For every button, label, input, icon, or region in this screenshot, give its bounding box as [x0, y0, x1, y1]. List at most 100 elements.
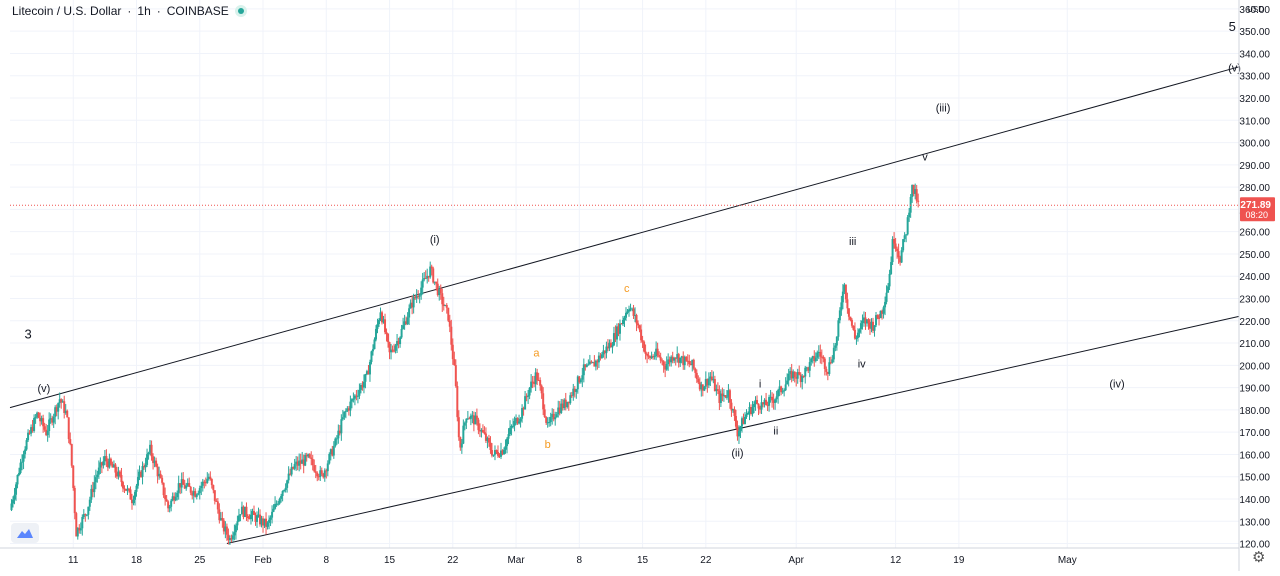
candle-body	[319, 470, 322, 477]
candle-body	[674, 357, 677, 359]
candle-body	[795, 377, 798, 379]
candle-body	[602, 350, 605, 355]
wave-label[interactable]: (v)	[1228, 62, 1241, 74]
candle-body	[647, 355, 650, 357]
wave-label[interactable]: (v)	[37, 383, 50, 395]
candle-body	[81, 517, 84, 529]
channel-trendline[interactable]	[9, 66, 1240, 409]
candle-body	[403, 321, 406, 326]
candle-body	[659, 356, 662, 361]
y-tick-label: 190.00	[1239, 384, 1270, 395]
candle-body	[640, 329, 643, 341]
candle-body	[30, 427, 33, 434]
candle-body	[548, 421, 551, 423]
settings-gear-icon[interactable]: ⚙	[1252, 549, 1266, 566]
candle-body	[796, 372, 799, 379]
wave-label[interactable]: v	[922, 151, 928, 163]
candle-body	[340, 419, 343, 434]
tradingview-logo-icon[interactable]	[11, 523, 39, 543]
candle-body	[527, 395, 530, 397]
candle-body	[411, 302, 414, 308]
wave-label[interactable]: a	[533, 347, 540, 359]
y-tick-label: 310.00	[1239, 116, 1270, 127]
candle-body	[762, 402, 765, 405]
candle-body	[736, 426, 739, 437]
candle-body	[882, 307, 885, 314]
candle-body	[756, 399, 759, 404]
candle-body	[415, 295, 418, 299]
candle-body	[31, 427, 34, 431]
interval-label[interactable]: 1h	[137, 4, 151, 18]
candle-body	[656, 348, 659, 356]
candle-body	[221, 518, 224, 521]
candle-body	[512, 425, 515, 427]
candle-body	[825, 368, 828, 372]
channel-trendline[interactable]	[226, 315, 1240, 545]
y-tick-label: 340.00	[1239, 49, 1270, 60]
candle-body	[689, 363, 692, 366]
candle-body	[352, 398, 355, 400]
wave-label[interactable]: ii	[773, 425, 778, 437]
candle-body	[311, 459, 314, 466]
candle-body	[82, 514, 85, 518]
candle-body	[775, 396, 778, 400]
y-tick-label: 360.00	[1239, 5, 1270, 16]
candle-body	[549, 417, 552, 422]
candle-body	[539, 380, 542, 386]
candle-body	[781, 391, 784, 393]
candle-body	[405, 321, 408, 325]
candle-body	[298, 460, 301, 466]
candle-body	[581, 375, 584, 380]
candle-body	[426, 275, 429, 279]
wave-label[interactable]: b	[545, 439, 551, 451]
candle-body	[278, 498, 281, 504]
candle-body	[653, 356, 656, 358]
candle-body	[16, 474, 19, 485]
candle-body	[861, 320, 864, 324]
candle-body	[634, 314, 637, 316]
candle-body	[740, 418, 743, 427]
candle-body	[621, 319, 624, 325]
candle-body	[575, 389, 578, 392]
wave-label[interactable]: (iii)	[936, 102, 951, 114]
candle-body	[427, 275, 430, 278]
candle-body	[299, 460, 302, 464]
wave-label[interactable]: (i)	[430, 234, 440, 246]
wave-label[interactable]: 5	[1229, 19, 1236, 34]
candle-body	[210, 479, 213, 486]
candle-body	[123, 488, 126, 490]
candle-body	[677, 354, 680, 363]
candle-body	[519, 418, 522, 422]
candle-body	[252, 511, 255, 515]
wave-label[interactable]: c	[624, 283, 630, 295]
wave-label[interactable]: 3	[24, 327, 31, 342]
candle-body	[765, 399, 768, 406]
candle-body	[475, 415, 478, 420]
candle-body	[209, 476, 212, 480]
candle-body	[216, 501, 219, 510]
candle-body	[320, 470, 323, 474]
wave-label[interactable]: iii	[849, 236, 856, 248]
candle-body	[219, 518, 222, 521]
candle-body	[686, 360, 689, 362]
symbol-name[interactable]: Litecoin / U.S. Dollar	[12, 4, 122, 18]
candle-body	[787, 373, 790, 381]
wave-label[interactable]: iv	[858, 359, 866, 371]
candle-body	[908, 212, 911, 218]
candle-body	[588, 361, 591, 365]
candle-body	[414, 296, 417, 299]
wave-label[interactable]: (ii)	[731, 448, 743, 460]
candle-body	[39, 417, 42, 422]
candle-body	[43, 426, 46, 430]
candle-body	[606, 346, 609, 349]
wave-label[interactable]: i	[759, 379, 761, 391]
candle-body	[819, 351, 822, 357]
wave-label[interactable]: (iv)	[1109, 379, 1124, 391]
candle-body	[521, 408, 524, 419]
candle-body	[631, 308, 634, 310]
candle-body	[280, 496, 283, 499]
candle-body	[563, 399, 566, 409]
candle-body	[46, 431, 49, 436]
